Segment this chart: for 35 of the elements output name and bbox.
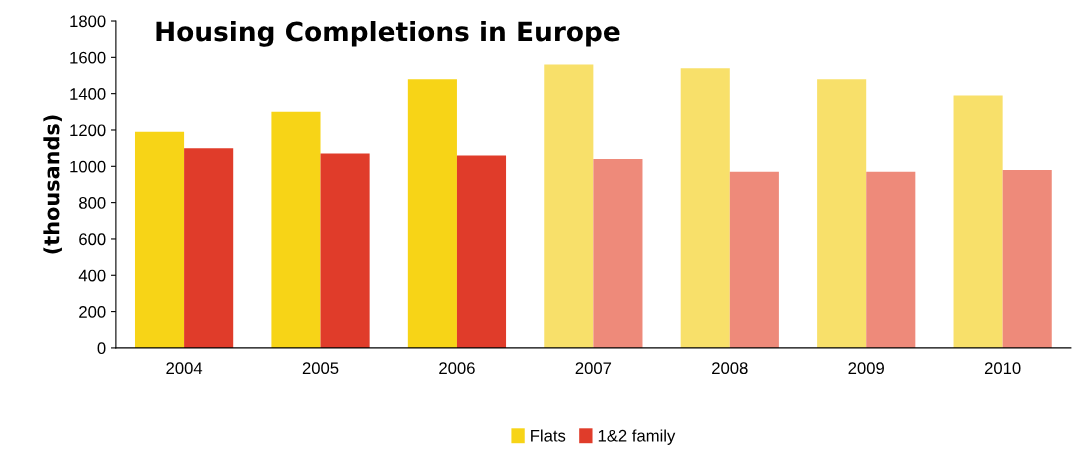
y-tick-label: 600 (79, 233, 106, 246)
bar (456, 155, 507, 348)
bar (680, 68, 730, 348)
x-tick-label: 2007 (575, 362, 612, 375)
bar (320, 153, 370, 348)
bar (271, 111, 321, 348)
x-tick-label: 2009 (848, 362, 884, 375)
bar (953, 95, 1003, 348)
x-tick-label: 2006 (439, 362, 475, 375)
y-tick-label: 800 (79, 197, 106, 209)
bar (593, 159, 643, 348)
y-tick-label: 1200 (70, 124, 106, 137)
x-tick-label: 2004 (166, 362, 203, 375)
bar (729, 171, 779, 348)
y-tick-label: 1600 (70, 51, 106, 64)
bar (1002, 169, 1052, 348)
y-tick-label: 0 (97, 342, 106, 355)
bar (184, 148, 234, 348)
y-tick-label: 1400 (70, 88, 106, 100)
y-tick-label: 1000 (70, 160, 106, 173)
bar (544, 64, 594, 348)
x-tick-label: 2005 (302, 362, 339, 375)
legend-label: Flats (531, 429, 566, 442)
chart-title: Housing Completions in Europe (156, 21, 620, 47)
bar (866, 171, 916, 348)
x-tick-label: 2008 (712, 362, 748, 375)
y-tick-label: 400 (78, 269, 106, 282)
bar (817, 79, 867, 348)
legend-label: 1&2 family (598, 429, 676, 445)
y-tick-label: 1800 (70, 15, 106, 28)
y-axis-title: (thousands) (43, 115, 62, 254)
bar (134, 131, 185, 348)
bar (407, 79, 457, 348)
y-tick-label: 200 (79, 305, 106, 318)
x-tick-label: 2010 (984, 362, 1021, 375)
